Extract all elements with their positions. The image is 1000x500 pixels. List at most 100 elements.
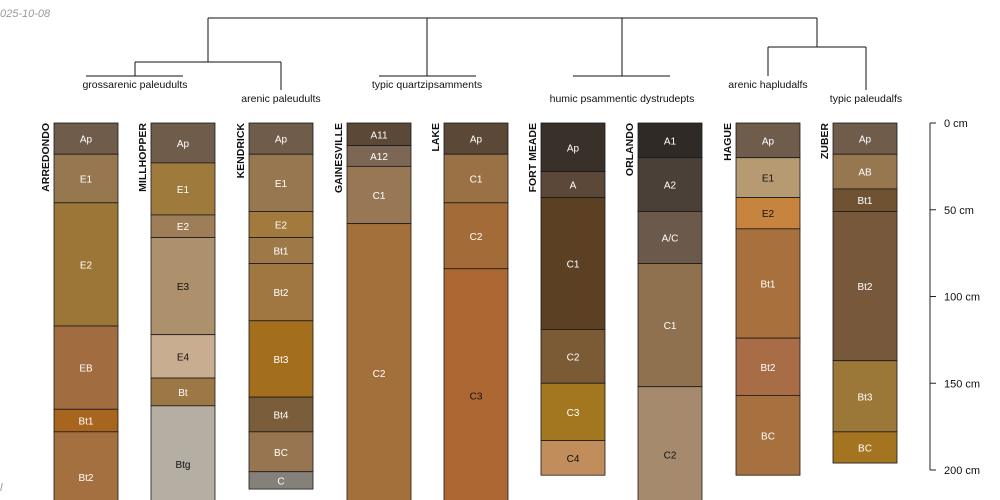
horizon-fort-meade-1 [540,171,606,199]
horizon-label: BC [274,448,288,459]
horizon-label: C2 [373,369,386,380]
horizon-kendrick-6 [248,396,314,433]
horizon-label: C3 [470,391,483,402]
horizon-fort-meade-4 [540,382,606,441]
horizon-label: BC [761,431,775,442]
group-label-g5: arenic hapludalfs [728,79,807,91]
group-label-g3: typic quartzipsamments [372,79,482,91]
horizon-label: C1 [567,260,580,271]
horizon-label: A [570,181,577,192]
horizon-fort-meade-5 [540,440,606,476]
horizon-label: E2 [177,222,190,233]
horizon-label: Ap [80,135,93,146]
depth-tick-label: 200 cm [944,465,980,477]
group-label-g4: humic psammentic dystrudepts [550,93,695,105]
horizon-label: C3 [567,408,580,419]
group-label-g6: typic paleudalfs [830,93,902,105]
date-stamp: 025-10-08 [0,8,51,20]
depth-tick-label: 50 cm [944,205,974,217]
horizon-label: Bt1 [78,417,93,428]
horizon-arredondo-5 [53,431,119,500]
horizon-kendrick-7 [248,431,314,473]
horizon-orlando-3 [637,263,703,388]
profile-name: ZUBER [819,123,831,160]
horizon-label: C1 [373,191,386,202]
group-label-g2: arenic paleudults [241,93,320,105]
profile-name: MILLHOPPER [137,123,149,192]
horizon-label: Ap [275,135,288,146]
horizon-label: E1 [762,174,775,185]
horizon-label: E2 [275,220,288,231]
horizon-orlando-1 [637,157,703,212]
horizon-label: A2 [664,181,677,192]
group-label-g1: grossarenic paleudults [82,79,187,91]
horizon-label: E1 [275,179,288,190]
horizon-label: A12 [370,152,388,163]
horizon-arredondo-0 [53,122,119,155]
horizon-zuber-0 [832,122,898,155]
horizon-label: C2 [470,232,483,243]
horizon-label: EB [79,364,93,375]
horizon-label: C2 [664,450,677,461]
horizon-kendrick-5 [248,320,314,398]
horizon-label: E2 [80,260,93,271]
horizon-label: E1 [80,175,93,186]
horizon-label: C [277,476,284,487]
horizon-gainesville-3 [346,223,412,500]
horizon-kendrick-0 [248,122,314,155]
horizon-label: E4 [177,352,190,363]
horizon-label: A1 [664,136,677,147]
horizon-orlando-4 [637,386,703,500]
depth-tick-label: 0 cm [944,118,968,130]
horizon-label: BC [858,443,872,454]
horizon-label: Ap [470,135,483,146]
horizon-millhopper-6 [150,405,216,500]
horizon-label: Bt3 [857,392,872,403]
horizon-label: Bt2 [857,282,872,293]
horizon-label: C4 [567,454,580,465]
horizon-label: Bt1 [857,196,872,207]
horizon-label: Ap [567,143,580,154]
horizon-zuber-3 [832,211,898,362]
depth-tick-label: 150 cm [944,378,980,390]
horizon-label: C1 [470,175,483,186]
horizon-hague-4 [735,337,801,396]
profile-name: ARREDONDO [40,123,52,192]
depth-tick-label: 100 cm [944,292,980,304]
horizon-label: Ap [762,136,775,147]
horizon-label: AB [858,168,872,179]
horizon-label: Bt2 [760,363,775,374]
horizon-label: Ap [177,139,190,150]
horizon-fort-meade-0 [540,122,606,172]
horizon-fort-meade-2 [540,197,606,330]
profile-name: KENDRICK [235,123,247,179]
horizon-kendrick-8 [248,471,314,490]
profile-name: GAINESVILLE [333,123,345,193]
horizon-label: A/C [662,234,679,245]
horizon-lake-1 [443,153,509,204]
horizon-arredondo-3 [53,325,119,410]
corner-mark: l [0,482,3,494]
horizon-hague-5 [735,394,801,476]
horizon-orlando-0 [637,122,703,159]
horizon-label: E1 [177,185,190,196]
horizon-label: Bt3 [273,355,288,366]
horizon-label: Bt [178,388,188,399]
profile-name: ORLANDO [624,123,636,176]
horizon-arredondo-1 [53,153,119,204]
horizon-kendrick-1 [248,153,314,212]
horizon-kendrick-4 [248,263,314,322]
horizon-label: Bt2 [273,288,288,299]
horizon-label: Bt1 [760,279,775,290]
horizon-arredondo-2 [53,202,119,327]
profile-name: LAKE [430,123,442,152]
horizon-label: E3 [177,282,190,293]
horizon-millhopper-0 [150,122,216,164]
horizon-lake-3 [443,268,509,500]
horizon-label: C2 [567,352,580,363]
horizon-millhopper-3 [150,237,216,336]
horizon-label: Btg [175,460,190,471]
horizon-hague-2 [735,197,801,230]
horizon-label: Bt1 [273,247,288,258]
